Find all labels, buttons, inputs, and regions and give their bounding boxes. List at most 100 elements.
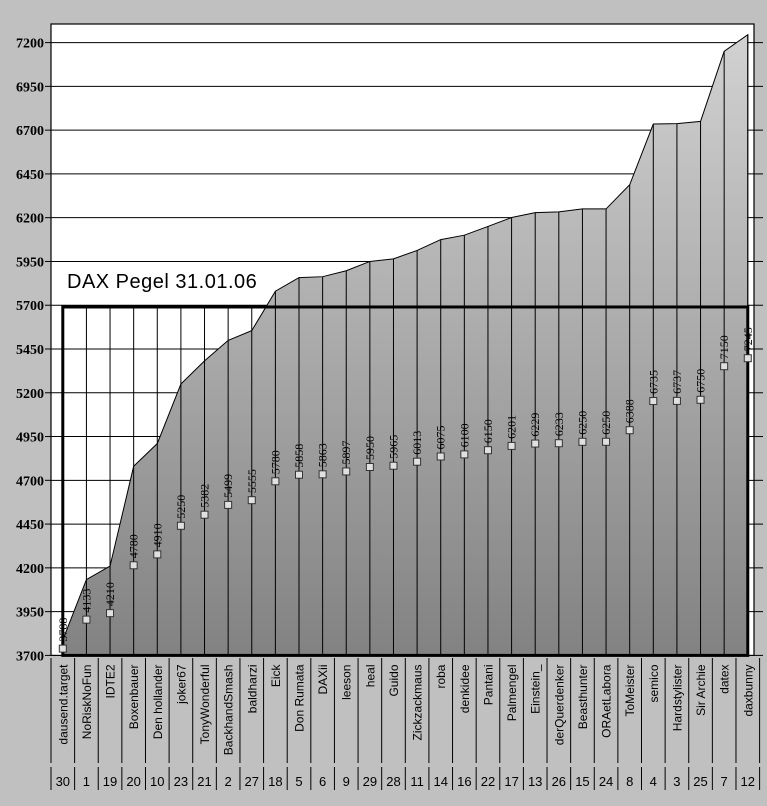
data-value-label: 4910: [150, 523, 164, 547]
rank-label: 18: [268, 774, 282, 789]
category-label: derQuerdenker: [552, 665, 566, 746]
category-label: Beasthunter: [576, 665, 590, 730]
category-label: datex: [718, 665, 732, 694]
data-point-marker: [531, 439, 540, 448]
rank-label: 26: [552, 774, 566, 789]
data-point-marker: [413, 457, 422, 466]
category-label: leeson: [340, 665, 354, 700]
rank-label: 17: [504, 774, 518, 789]
rank-label: 1: [83, 774, 90, 789]
data-point-marker: [672, 396, 681, 405]
category-label: heal: [363, 665, 377, 688]
data-value-label: 6150: [481, 419, 495, 443]
data-point-marker: [153, 550, 162, 559]
data-value-label: 4780: [127, 534, 141, 558]
data-markers: 3788 4133 4210 4780 4910 5250 5382 5499 5555 5780…: [56, 327, 755, 653]
category-label: Guido: [387, 664, 401, 696]
data-point-marker: [460, 450, 469, 459]
data-value-label: 5897: [339, 440, 353, 464]
category-label: dausend.target: [56, 664, 70, 745]
category-label: semico: [647, 664, 661, 702]
category-axis: dausend.target 30 NoRiskNoFun 1 IDTE2 19 Boxen…: [50, 658, 761, 790]
category-label: baldharzi: [245, 665, 259, 714]
category-label: NoRiskNoFun: [80, 665, 94, 740]
data-value-label: 4133: [79, 589, 93, 613]
category-label: Einstein_: [529, 664, 543, 714]
data-point-marker: [295, 470, 303, 479]
data-point-marker: [176, 521, 185, 530]
category-label: denkidee: [458, 664, 472, 713]
data-point-marker: [602, 437, 611, 446]
data-point-marker: [200, 510, 209, 519]
y-tick-label: 4450: [16, 518, 44, 533]
data-value-label: 6735: [646, 370, 660, 394]
data-point-marker: [318, 470, 327, 479]
data-point-marker: [106, 609, 115, 618]
data-value-label: 5950: [363, 436, 377, 460]
category-label: joker67: [174, 664, 188, 705]
data-value-label: 7150: [717, 335, 731, 359]
data-point-marker: [58, 644, 67, 653]
y-tick-label: 5700: [16, 299, 44, 314]
category-label: Pantani: [481, 665, 495, 706]
data-point-marker: [625, 426, 634, 435]
data-value-label: 6250: [599, 411, 613, 435]
rank-label: 16: [457, 774, 471, 789]
rank-label: 24: [599, 774, 613, 789]
data-point-marker: [436, 452, 445, 461]
data-value-label: 5780: [268, 450, 282, 474]
category-label: IDTE2: [104, 664, 118, 698]
rank-label: 12: [741, 774, 755, 789]
rank-label: 8: [626, 774, 633, 789]
y-tick-label: 5950: [16, 255, 44, 270]
data-value-label: 5499: [221, 474, 235, 498]
rank-label: 14: [433, 774, 447, 789]
data-value-label: 6750: [694, 369, 708, 393]
data-value-label: 5863: [316, 443, 330, 467]
chart-title: DAX Pegel 31.01.06: [67, 271, 257, 293]
data-point-marker: [649, 397, 658, 406]
y-tick-label: 6950: [16, 80, 44, 95]
rank-label: 28: [386, 774, 400, 789]
data-value-label: 5858: [292, 444, 306, 468]
data-value-label: 5555: [245, 469, 259, 493]
data-value-label: 7245: [741, 327, 755, 351]
category-label: Sir Archie: [694, 664, 708, 716]
data-point-marker: [82, 615, 91, 624]
category-label: Boxenbauer: [127, 664, 141, 729]
y-tick-label: 3950: [16, 606, 44, 621]
rank-label: 21: [197, 774, 211, 789]
category-label: BackhandSmash: [222, 665, 236, 756]
data-value-label: 6233: [552, 412, 566, 436]
data-point-marker: [720, 362, 729, 371]
rank-label: 15: [575, 774, 589, 789]
category-label: TonyWonderful: [198, 665, 212, 745]
data-value-label: 5965: [386, 435, 400, 459]
category-label: Eick: [269, 664, 283, 688]
rank-label: 25: [693, 774, 707, 789]
data-point-marker: [578, 437, 587, 446]
rank-label: 19: [103, 774, 117, 789]
data-value-label: 6201: [505, 415, 519, 439]
rank-label: 30: [56, 774, 70, 789]
rank-label: 5: [295, 774, 302, 789]
data-point-marker: [342, 467, 351, 476]
category-label: Don Rumata: [293, 664, 307, 732]
data-value-label: 6013: [410, 431, 424, 455]
rank-label: 20: [126, 774, 140, 789]
data-point-marker: [365, 463, 374, 471]
data-point-marker: [554, 439, 563, 448]
data-point-marker: [129, 561, 138, 570]
rank-label: 29: [363, 774, 377, 789]
y-tick-label: 6450: [16, 168, 44, 183]
data-point-marker: [247, 496, 256, 505]
rank-label: 9: [343, 774, 350, 789]
data-value-label: 4210: [103, 582, 117, 606]
data-value-label: 5382: [198, 484, 212, 508]
category-label: Palmengel: [505, 665, 519, 722]
data-point-marker: [483, 446, 492, 455]
rank-label: 6: [319, 774, 326, 789]
rank-label: 13: [528, 774, 542, 789]
rank-label: 4: [650, 774, 657, 789]
